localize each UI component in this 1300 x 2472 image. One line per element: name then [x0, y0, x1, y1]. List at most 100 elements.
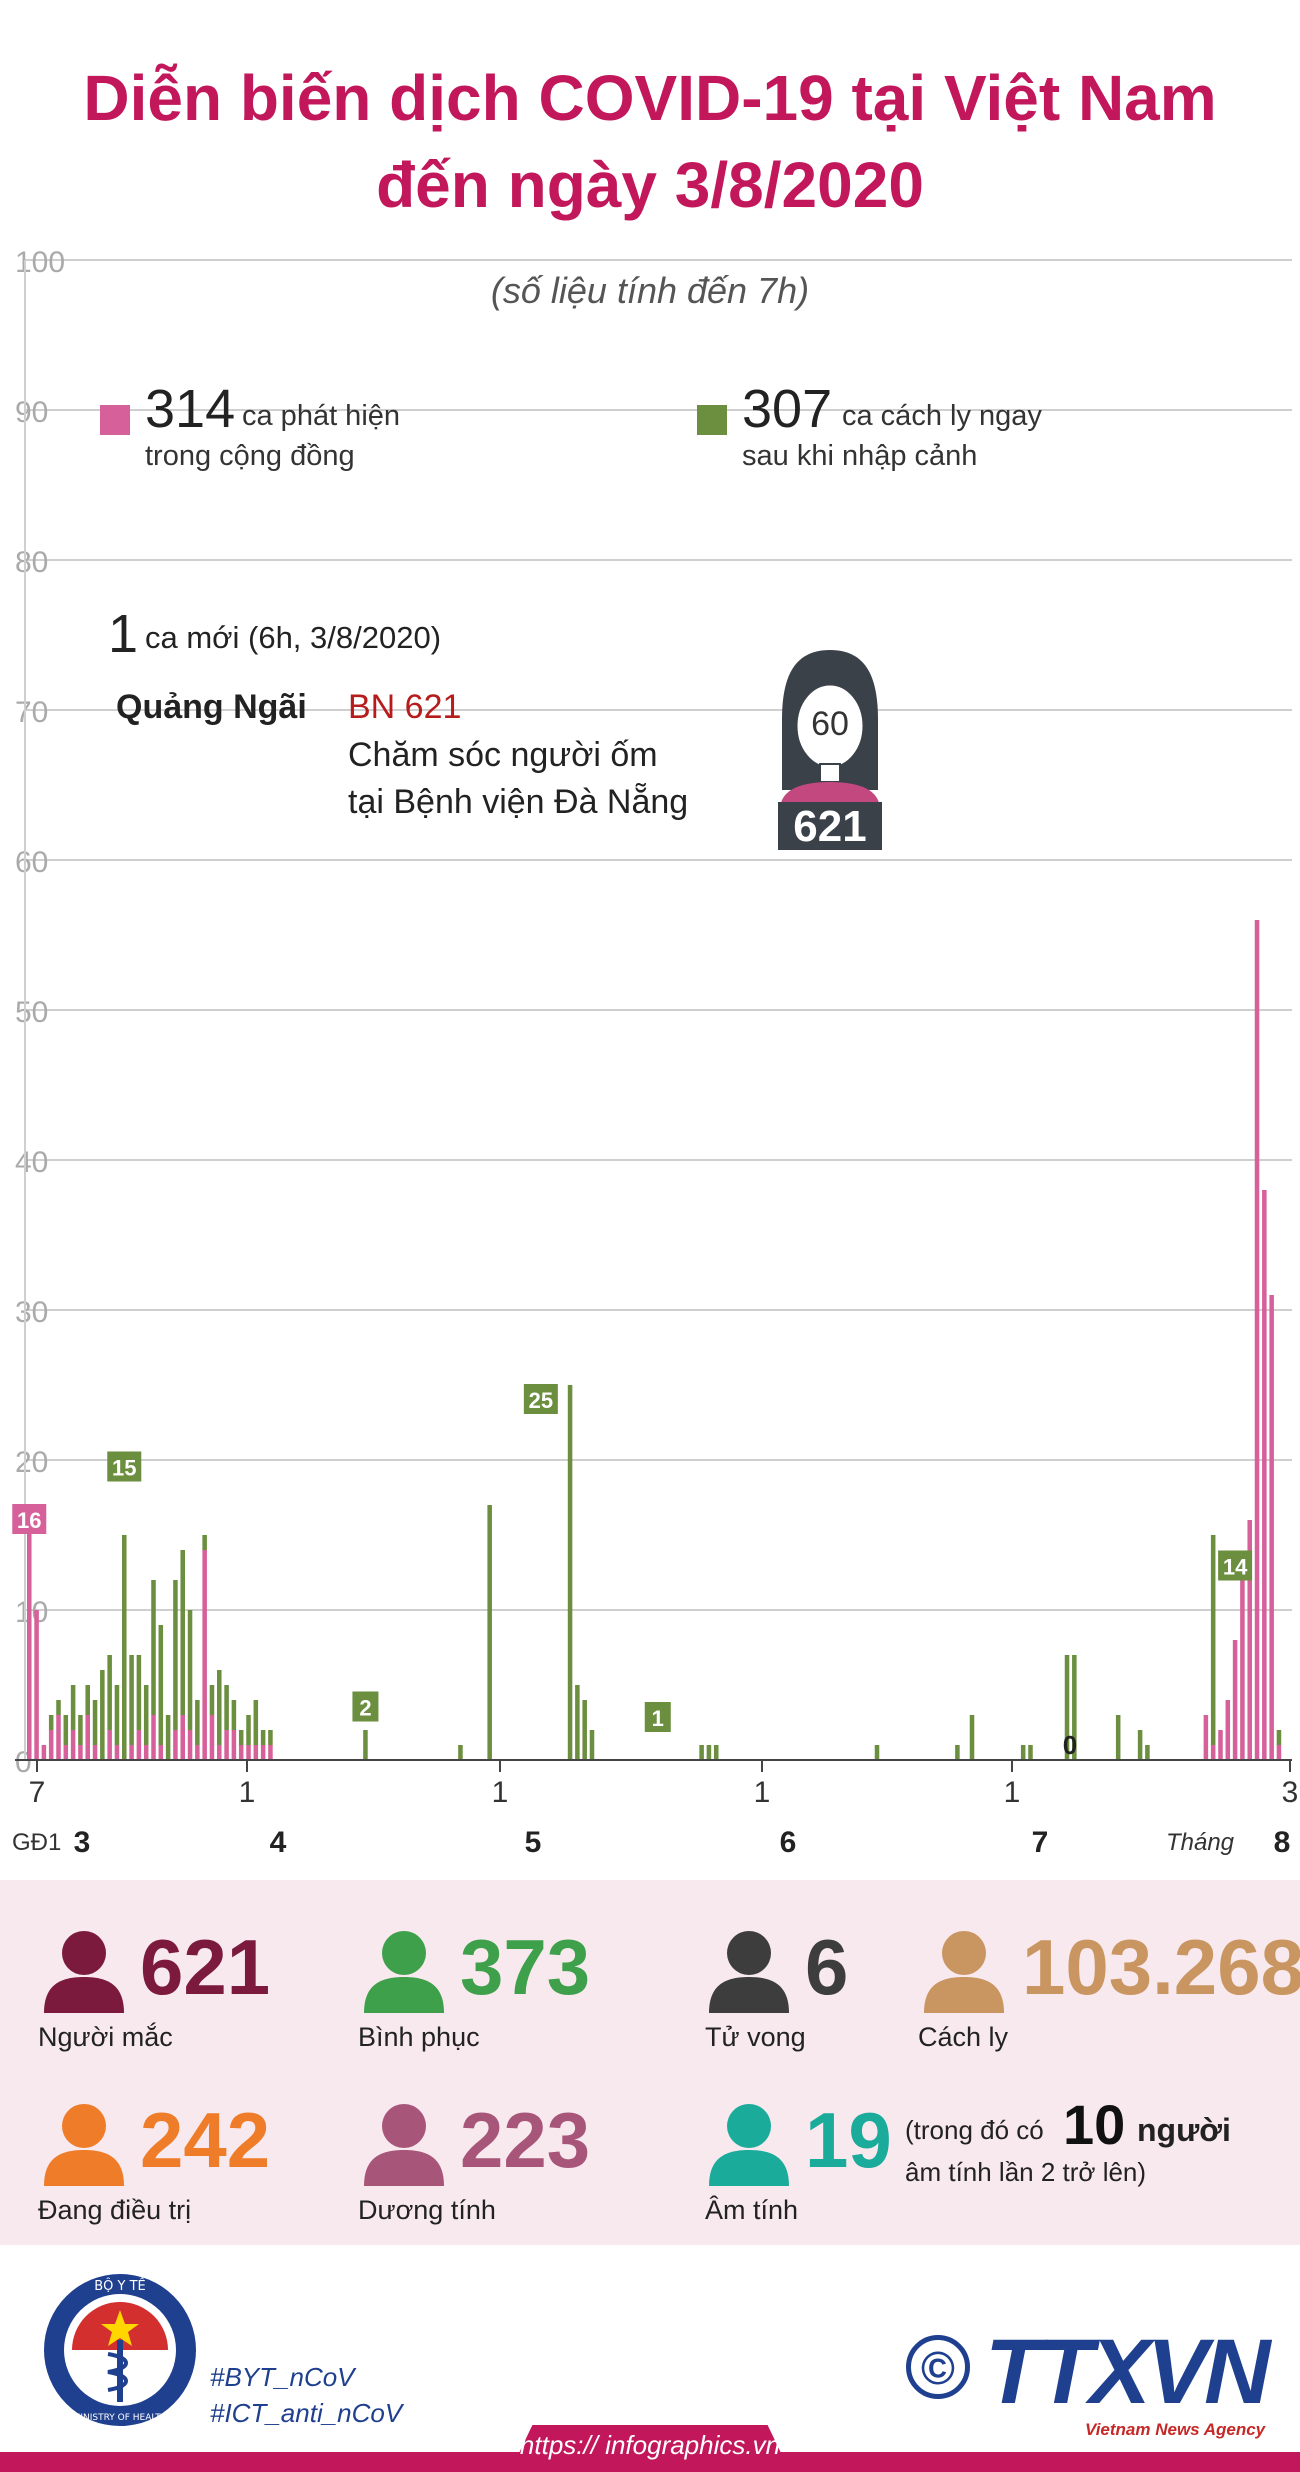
stat-value-infected: 621 [140, 1923, 271, 2011]
bar-community [78, 1745, 83, 1760]
bar-community [107, 1730, 112, 1760]
bar-imported [48, 1715, 54, 1730]
bar-community [1203, 1715, 1209, 1760]
hashtag-byt: #BYT_nCoV [210, 2362, 355, 2392]
bar-community [238, 1745, 244, 1760]
data-label: 15 [112, 1456, 136, 1481]
data-label-box [1218, 1550, 1253, 1581]
bar-community [158, 1745, 164, 1760]
x-tick-label: 1 [492, 1776, 509, 1809]
bar-community [268, 1745, 273, 1760]
data-label-box [107, 1451, 142, 1482]
bar-community [48, 1730, 54, 1760]
stat-label-quarantined: Cách ly [918, 2022, 1009, 2052]
bar-imported [699, 1745, 704, 1760]
bar-imported [246, 1715, 251, 1745]
bar-imported [70, 1685, 76, 1730]
bar-imported [151, 1580, 156, 1715]
month-label: 7 [1032, 1826, 1049, 1859]
data-label: 2 [359, 1696, 371, 1721]
hashtag-ict: #ICT_anti_nCoV [210, 2398, 403, 2428]
bar-imported [268, 1730, 273, 1745]
bar-imported [158, 1625, 164, 1745]
bar-imported [238, 1730, 244, 1745]
month-label: 6 [780, 1826, 797, 1859]
bar-imported [202, 1535, 207, 1550]
y-tick-label: 50 [15, 996, 48, 1029]
bar-imported [231, 1700, 237, 1730]
bar-community [1262, 1190, 1267, 1760]
bar-community [1232, 1640, 1238, 1760]
bar-community [1225, 1700, 1231, 1760]
bar-imported [458, 1745, 463, 1760]
bar-community [260, 1745, 266, 1760]
footer-tab [510, 2425, 790, 2472]
bar-imported [1028, 1745, 1033, 1760]
bar-community [1210, 1745, 1216, 1760]
y-tick-label: 80 [15, 546, 48, 579]
person-icon [40, 2098, 128, 2186]
stat-label-positive: Dương tính [358, 2195, 496, 2225]
person-icon [705, 1925, 793, 2013]
person-icon [360, 1925, 448, 2013]
y-tick-label: 100 [15, 246, 65, 279]
chart-subtitle: (số liệu tính đến 7h) [490, 270, 810, 311]
legend-community-value: 314 [145, 379, 236, 439]
bar-community [231, 1730, 237, 1760]
bar-imported [114, 1685, 120, 1745]
patient-age: 60 [811, 705, 849, 743]
bar-imported [706, 1745, 712, 1760]
patient-avatar-icon [778, 650, 882, 850]
bar-community [63, 1745, 69, 1760]
bar-imported [195, 1700, 200, 1745]
bar-community [209, 1715, 215, 1760]
bar-imported [224, 1685, 229, 1730]
bar-imported [136, 1655, 142, 1730]
bar-imported [969, 1715, 975, 1760]
bar-community [114, 1745, 120, 1760]
bar-imported [1145, 1745, 1150, 1760]
bar-imported [589, 1730, 595, 1760]
ttxvn-logo: TTXVN [985, 2321, 1271, 2423]
footer-url-link[interactable]: https:// infographics.vn [519, 2430, 781, 2460]
person-icon [40, 1925, 128, 2013]
data-label-box [644, 1702, 671, 1732]
page-title-line1: Diễn biến dịch COVID-19 tại Việt Nam [83, 62, 1217, 134]
patient-id: 621 [793, 802, 867, 851]
new-case-desc1: Chăm sóc người ốm [348, 736, 658, 774]
month-word: Tháng [1166, 1829, 1235, 1856]
legend-swatch-imported [697, 405, 727, 435]
y-tick-label: 40 [15, 1146, 48, 1179]
bar-community [1247, 1520, 1252, 1760]
stat-label-infected: Người mắc [38, 2022, 173, 2052]
case-bar-chart: 0102030405060708090100161522511426563831… [12, 246, 1298, 1859]
bar-imported [713, 1745, 719, 1760]
page-title-line2: đến ngày 3/8/2020 [376, 149, 924, 221]
bar-imported [165, 1715, 171, 1760]
stats-panel [0, 1880, 1300, 2245]
bar-imported [187, 1610, 193, 1730]
stat-label-deaths: Tử vong [705, 2022, 806, 2052]
bar-imported [575, 1685, 580, 1760]
y-tick-label: 60 [15, 846, 48, 879]
data-label: 14 [1223, 1555, 1248, 1580]
bar-imported [253, 1700, 259, 1745]
new-case-province: Quảng Ngãi [116, 688, 307, 726]
data-label: 25 [529, 1388, 553, 1413]
x-tick-label: 1 [1004, 1776, 1021, 1809]
stat-value-negative: 19 [805, 2096, 892, 2184]
bar-community [1240, 1580, 1245, 1760]
seal-bottom-text: MINISTRY OF HEALTH [73, 2413, 168, 2423]
bar-community [173, 1730, 178, 1760]
bar-imported [92, 1700, 98, 1745]
bar-imported [1137, 1730, 1143, 1760]
bar-community [70, 1730, 76, 1760]
bar-imported [1115, 1715, 1121, 1760]
stat-value-treating: 242 [140, 2096, 271, 2184]
bar-community [202, 1550, 207, 1760]
legend-swatch-community [100, 405, 130, 435]
bar-community [224, 1730, 229, 1760]
bar-imported [85, 1685, 90, 1715]
bar-imported [1064, 1655, 1070, 1760]
month-label: 5 [525, 1826, 542, 1859]
